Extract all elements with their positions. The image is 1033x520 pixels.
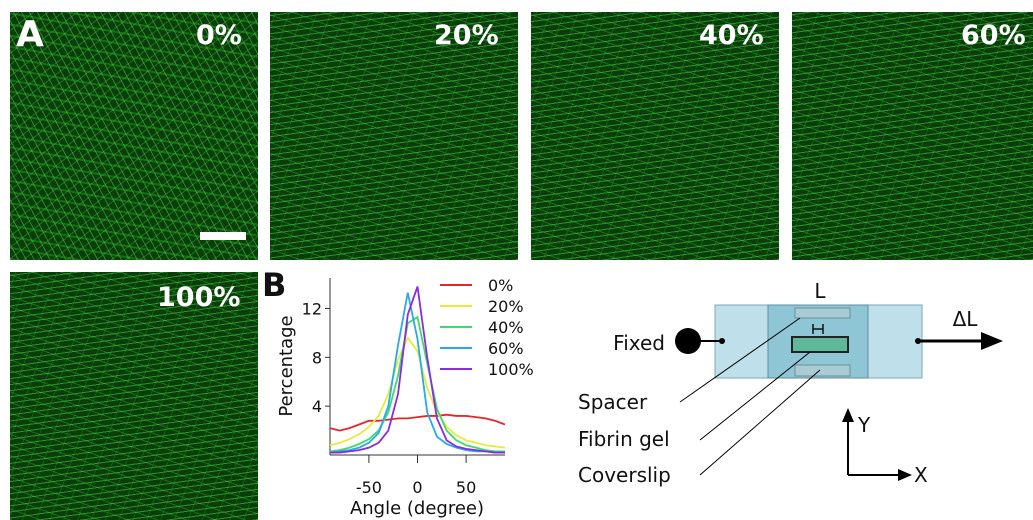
x-axis-label: Angle (degree) [350, 498, 484, 519]
spacer [794, 364, 851, 377]
label: L [814, 279, 826, 303]
y-tick-label: 4 [312, 397, 322, 416]
gap-marker [812, 324, 824, 334]
label: Coverslip [578, 463, 671, 487]
image-label: 20% [434, 20, 499, 51]
scale-bar [200, 232, 246, 240]
x-tick-label: 50 [456, 478, 476, 497]
legend-label: 100% [488, 360, 534, 379]
label: Y [857, 413, 871, 437]
series-line [329, 336, 506, 449]
y-axis-label: Percentage [276, 315, 297, 416]
legend-label: 20% [488, 297, 524, 316]
micrograph [531, 12, 779, 260]
arrow-head [981, 332, 1003, 350]
legend-label: 60% [488, 339, 524, 358]
series-line [329, 315, 505, 453]
spacer [794, 307, 851, 319]
series-line [329, 292, 505, 454]
arrow-head [842, 408, 854, 422]
joint [719, 338, 725, 344]
leader-line [679, 317, 821, 476]
series-line [330, 286, 505, 454]
label: Fixed [613, 331, 665, 355]
micrograph [10, 272, 258, 520]
panel-label: A [16, 14, 44, 55]
legend-label: 40% [488, 318, 524, 337]
image-label: 60% [961, 20, 1026, 51]
image-label: 40% [699, 20, 764, 51]
legend-label: 0% [488, 276, 513, 295]
x-tick-label: -50 [356, 478, 382, 497]
micrograph [792, 12, 1033, 260]
micrograph [10, 12, 258, 260]
image-label: 0% [196, 20, 242, 51]
diagram: Fixed L ΔL Spacer Fibrin gel Coverslip Y… [578, 279, 1003, 487]
image-label: 100% [157, 282, 241, 313]
label: Spacer [578, 390, 648, 414]
micrograph [270, 12, 518, 260]
y-tick-label: 8 [312, 348, 322, 367]
fibrin-gel [791, 336, 849, 353]
label: ΔL [953, 307, 979, 331]
series-line [329, 413, 506, 432]
panel-label: B [262, 266, 286, 304]
x-tick-label: 0 [412, 478, 422, 497]
label: Fibrin gel [578, 427, 670, 451]
label: X [914, 463, 928, 487]
arrow-head [898, 469, 912, 481]
y-tick-label: 12 [302, 300, 322, 319]
